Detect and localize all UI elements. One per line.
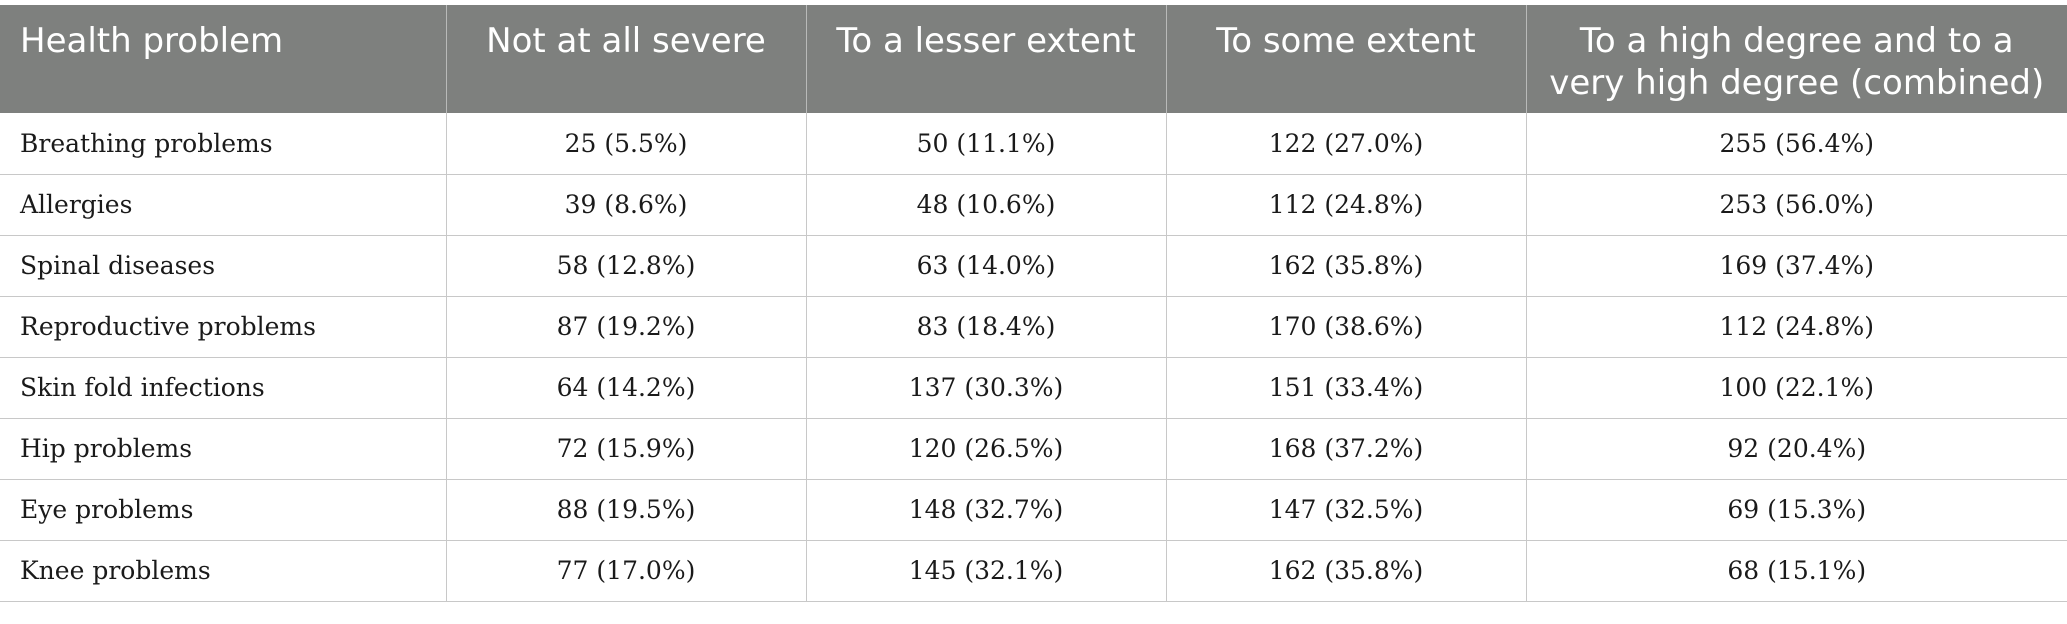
- row-label-cell: Spinal diseases: [0, 234, 446, 296]
- table-cell: 63 (14.0%): [805, 234, 1166, 296]
- table-cell: 162 (35.8%): [1165, 234, 1526, 296]
- table-body: Breathing problems 25 (5.5%) 50 (11.1%) …: [0, 113, 2067, 602]
- table-cell: 112 (24.8%): [1525, 295, 2067, 357]
- table-cell: 253 (56.0%): [1525, 173, 2067, 235]
- table-row: Knee problems 77 (17.0%) 145 (32.1%) 162…: [0, 539, 2067, 602]
- table-cell: 112 (24.8%): [1165, 173, 1526, 235]
- table-container: Health problem Not at all severe To a le…: [0, 5, 2067, 602]
- table-cell: 92 (20.4%): [1525, 417, 2067, 479]
- table-cell: 148 (32.7%): [805, 478, 1166, 540]
- table-cell: 151 (33.4%): [1165, 356, 1526, 418]
- table-row: Reproductive problems 87 (19.2%) 83 (18.…: [0, 295, 2067, 357]
- table-cell: 68 (15.1%): [1525, 539, 2067, 602]
- table-cell: 168 (37.2%): [1165, 417, 1526, 479]
- table-cell: 64 (14.2%): [445, 356, 806, 418]
- header-label: To some extent: [1216, 21, 1476, 61]
- header-label: Not at all severe: [486, 21, 766, 61]
- table-header: Health problem Not at all severe To a le…: [0, 5, 2067, 113]
- table-cell: 83 (18.4%): [805, 295, 1166, 357]
- table-cell: 77 (17.0%): [445, 539, 806, 602]
- table-cell: 255 (56.4%): [1525, 113, 2067, 174]
- row-label-cell: Allergies: [0, 173, 446, 235]
- header-row: Health problem Not at all severe To a le…: [0, 5, 2067, 113]
- column-header-high-degree-combined: To a high degree and to a very high degr…: [1525, 5, 2067, 113]
- table-cell: 39 (8.6%): [445, 173, 806, 235]
- row-label-cell: Skin fold infections: [0, 356, 446, 418]
- row-label-cell: Breathing problems: [20, 128, 273, 158]
- header-label: To a lesser extent: [836, 21, 1136, 61]
- table-row: Breathing problems 25 (5.5%) 50 (11.1%) …: [0, 113, 2067, 174]
- table-cell: 120 (26.5%): [805, 417, 1166, 479]
- column-header-health-problem: Health problem: [0, 5, 446, 113]
- table-cell: 87 (19.2%): [445, 295, 806, 357]
- table-cell: 162 (35.8%): [1165, 539, 1526, 602]
- table-cell: 137 (30.3%): [805, 356, 1166, 418]
- table-cell: 122 (27.0%): [1165, 113, 1526, 174]
- table-cell: 69 (15.3%): [1525, 478, 2067, 540]
- table-cell: 100 (22.1%): [1525, 356, 2067, 418]
- column-header-not-at-all-severe: Not at all severe: [445, 5, 806, 113]
- table-cell: 25 (5.5%): [445, 113, 806, 174]
- table-row: Spinal diseases 58 (12.8%) 63 (14.0%) 16…: [0, 234, 2067, 296]
- row-label-cell: Eye problems: [0, 478, 446, 540]
- row-label-cell: Reproductive problems: [0, 295, 446, 357]
- table-cell: 169 (37.4%): [1525, 234, 2067, 296]
- table-row: Hip problems 72 (15.9%) 120 (26.5%) 168 …: [0, 417, 2067, 479]
- table-cell: 58 (12.8%): [445, 234, 806, 296]
- table-row: Allergies 39 (8.6%) 48 (10.6%) 112 (24.8…: [0, 173, 2067, 235]
- row-label-cell: Hip problems: [0, 417, 446, 479]
- column-header-some-extent: To some extent: [1165, 5, 1526, 113]
- table-cell: 170 (38.6%): [1165, 295, 1526, 357]
- column-header-lesser-extent: To a lesser extent: [805, 5, 1166, 113]
- header-label: To a high degree and to a very high degr…: [1549, 21, 2045, 103]
- table-cell: 48 (10.6%): [805, 173, 1166, 235]
- table-cell: 72 (15.9%): [445, 417, 806, 479]
- row-label-cell: Knee problems: [0, 539, 446, 602]
- table-row: Eye problems 88 (19.5%) 148 (32.7%) 147 …: [0, 478, 2067, 540]
- table-cell: 50 (11.1%): [805, 113, 1166, 174]
- health-problems-table: Health problem Not at all severe To a le…: [0, 5, 2067, 602]
- table-row: Skin fold infections 64 (14.2%) 137 (30.…: [0, 356, 2067, 418]
- table-cell: 88 (19.5%): [445, 478, 806, 540]
- header-label: Health problem: [20, 21, 284, 61]
- table-cell: 147 (32.5%): [1165, 478, 1526, 540]
- table-cell: 145 (32.1%): [805, 539, 1166, 602]
